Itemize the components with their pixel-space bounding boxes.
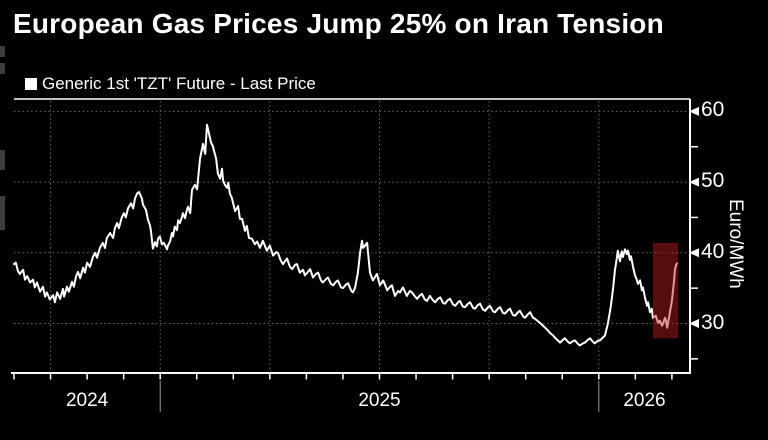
window-edge-artifact xyxy=(0,63,5,74)
y-axis-tick-30: 30 xyxy=(701,310,725,334)
legend: Generic 1st 'TZT' Future - Last Price xyxy=(25,74,316,94)
legend-label: Generic 1st 'TZT' Future - Last Price xyxy=(42,74,316,93)
y-axis-unit-label: Euro/MWh xyxy=(725,199,746,289)
y-major-arrow-tick xyxy=(689,319,699,328)
window-edge-artifact xyxy=(0,196,5,230)
price-line xyxy=(13,123,678,347)
x-axis-year-2026: 2026 xyxy=(623,390,666,411)
y-major-arrow-tick xyxy=(689,248,699,258)
x-axis-year-2024: 2024 xyxy=(65,390,109,411)
y-axis-tick-50: 50 xyxy=(701,169,725,193)
chart-title: European Gas Prices Jump 25% on Iran Ten… xyxy=(13,8,664,39)
iran-tension-highlight-box xyxy=(652,242,679,339)
y-major-arrow-tick xyxy=(689,106,699,116)
y-axis-tick-60: 60 xyxy=(701,98,725,122)
y-axis-tick-40: 40 xyxy=(701,239,725,263)
window-edge-artifact xyxy=(0,46,5,57)
window-edge-artifact xyxy=(0,150,5,170)
x-axis-year-2025: 2025 xyxy=(358,390,401,411)
y-major-arrow-tick xyxy=(689,177,699,187)
legend-square-icon xyxy=(25,78,37,90)
